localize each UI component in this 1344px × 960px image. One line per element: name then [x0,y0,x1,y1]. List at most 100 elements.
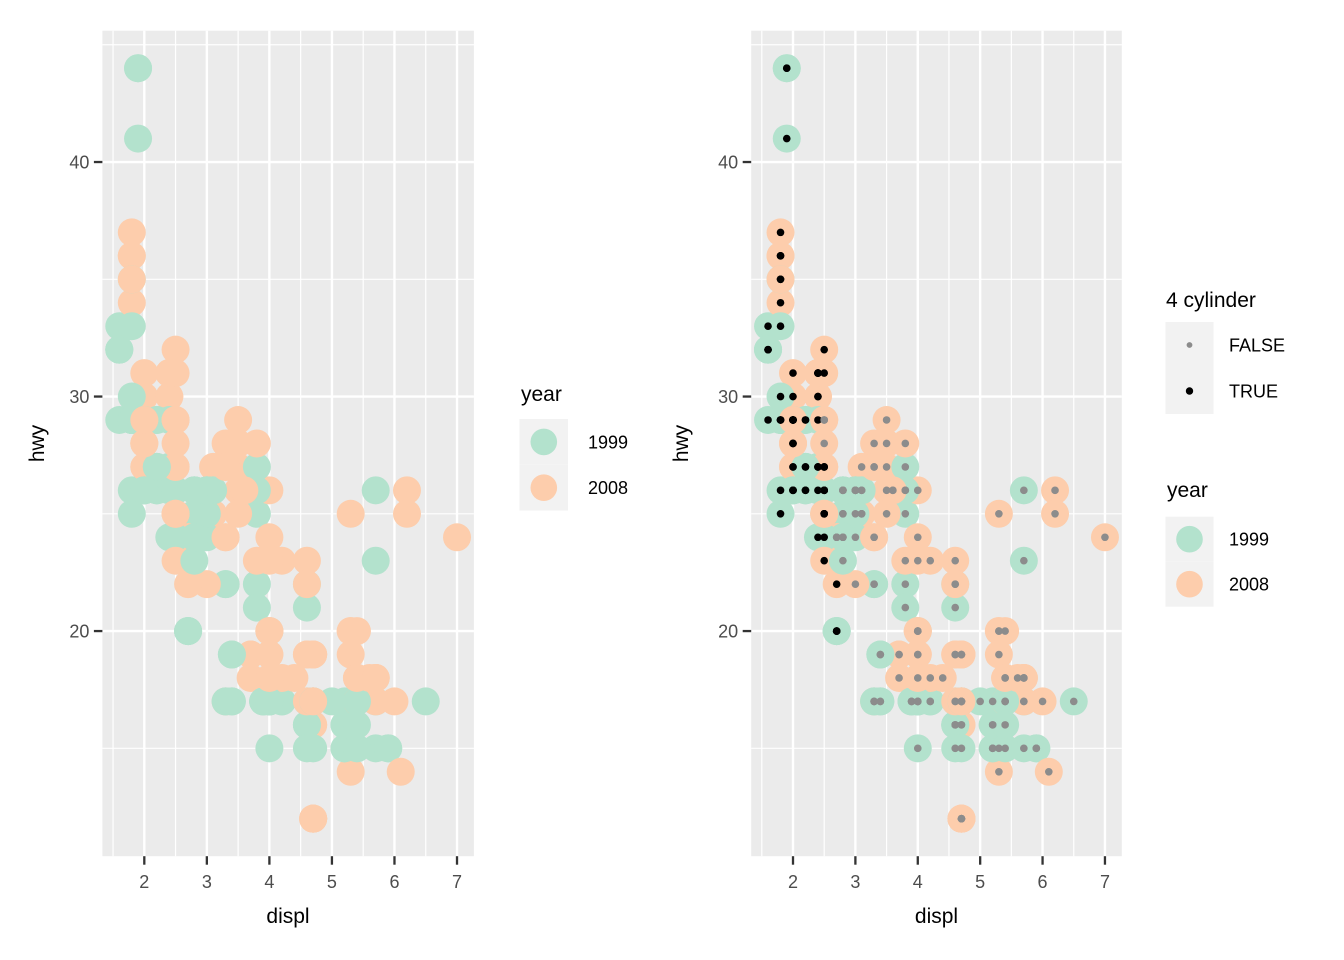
cyl4-overlay-point [776,486,785,495]
cyl4-overlay-point [913,650,922,659]
cyl4-overlay-point [1038,697,1047,706]
data-point [124,124,153,153]
cyl4-overlay-point [820,463,828,471]
cyl4-overlay-point [839,486,847,495]
cyl4-overlay-point [870,697,878,706]
cyl4-overlay-point [1001,674,1009,682]
data-point [342,617,371,646]
data-point [255,640,284,669]
data-point [180,476,209,505]
data-point [292,710,321,739]
cyl4-overlay-point [782,134,791,143]
cyl4-overlay-point [988,697,997,706]
cyl4-overlay-point [1020,674,1028,682]
cyl4-overlay-point [851,510,860,518]
data-point [130,405,159,434]
cyl4-overlay-point [913,556,922,565]
data-point [299,687,328,716]
cyl4-overlay-point [913,674,922,682]
y-tick-label: 20 [69,622,89,642]
data-point [242,593,271,622]
cyl4-overlay-point [857,510,866,518]
data-point [374,734,403,763]
cyl4-overlay-point [832,580,841,588]
data-point [299,734,328,763]
data-point [211,452,240,481]
cyl4-overlay-point [789,369,797,377]
data-point [117,382,146,411]
data-point [155,382,184,411]
data-point [292,570,321,599]
cyl4-overlay-point [870,533,878,542]
cyl4-overlay-point [820,416,828,424]
left-y-axis-title: hwy [26,424,49,462]
data-point [361,476,390,505]
x-tick-label: 2 [139,872,149,892]
cyl4-overlay-point [776,416,785,424]
data-point [224,429,253,458]
cyl4-overlay-point [851,533,860,542]
left-x-axis-title: displ [266,905,309,928]
x-tick-label: 7 [452,872,462,892]
legend-swatch-1999 [530,428,558,456]
cyl4-overlay-point [926,556,935,565]
data-point [255,687,284,716]
cyl4-overlay-point [820,369,828,377]
cyl4-overlay-point [1020,556,1028,565]
cyl4-overlay-point [957,721,966,729]
cyl4-overlay-point [913,486,922,495]
x-tick-label: 7 [1100,872,1110,892]
cyl4-overlay-point [764,345,772,354]
cyl4-overlay-point [988,721,997,729]
data-point [161,405,190,434]
data-point [217,687,246,716]
cyl4-overlay-point [764,416,772,424]
data-point [224,499,253,528]
cyl4-overlay-point [1032,744,1041,753]
right-x-axis-title: displ [915,905,958,928]
data-point [161,429,190,458]
data-point [336,640,365,669]
cyl4-overlay-point [789,486,797,495]
y-tick-label: 40 [718,153,738,173]
data-point [280,663,309,692]
data-point [174,617,203,646]
cyl4-overlay-point [901,556,910,565]
x-tick-label: 3 [202,872,212,892]
legend-label-false: FALSE [1229,336,1285,356]
cyl4-overlay-point [926,697,935,706]
left-year-legend: year 1999 2008 [519,383,628,511]
data-point [117,499,146,528]
data-point [292,640,321,669]
cyl4-overlay-point [776,510,785,518]
legend-swatch-1999 [1176,525,1203,553]
cyl4-overlay-point [889,486,897,495]
data-point [292,546,321,575]
cyl4-overlay-point [1045,767,1053,776]
cyl4-overlay-point [901,603,910,612]
cyl4-overlay-point [820,533,828,542]
data-point [130,476,159,505]
cyl4-overlay-point [913,533,922,542]
data-point [292,593,321,622]
cyl4-overlay-point [1013,674,1022,682]
data-point [411,687,440,716]
cyl4-overlay-point [1020,744,1028,753]
x-tick-label: 4 [913,872,923,892]
x-tick-label: 6 [1038,872,1048,892]
cyl4-overlay-point [882,416,891,424]
cyl4-overlay-point [789,463,797,471]
cyl4-overlay-point [839,510,847,518]
data-point [255,734,284,763]
cyl4-overlay-point [995,627,1003,635]
right-plot-panel: 2 3 4 5 6 7 20 30 40 [718,30,1122,892]
y-tick-label: 40 [69,153,89,173]
cyl4-overlay-point [882,463,891,471]
cyl4-overlay-point [895,650,903,659]
cyl4-overlay-point [764,322,772,330]
cyl4-overlay-point [957,650,966,659]
legend-label-2008: 2008 [1229,575,1269,595]
cyl4-overlay-point [814,416,822,424]
